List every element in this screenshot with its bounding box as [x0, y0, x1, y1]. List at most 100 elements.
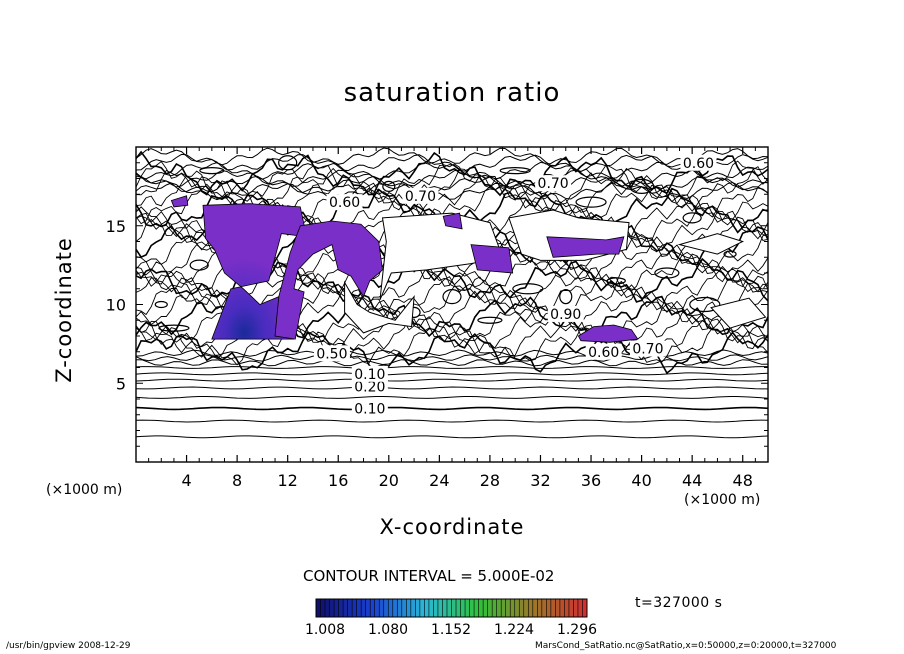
contour-ring: [499, 167, 531, 175]
contour-line: [136, 175, 768, 194]
colorbar-cell: [528, 599, 534, 617]
y-axis-label: Z-coordinate: [52, 237, 76, 383]
supersaturated-region: [546, 236, 625, 258]
colorbar-cell: [474, 599, 479, 617]
colorbar-cell: [541, 599, 547, 617]
time-label: t=327000 s: [635, 595, 723, 611]
colorbar-cell: [361, 599, 366, 617]
colorbar-cell: [510, 599, 516, 617]
colorbar-cell: [446, 599, 452, 617]
x-axis-label: X-coordinate: [379, 515, 525, 539]
x-tick-label: 20: [379, 471, 399, 490]
clear-region: [677, 233, 745, 255]
contour-label-bg: [680, 154, 717, 171]
contour-ring: [189, 259, 209, 271]
x-tick-label: 4: [181, 471, 191, 490]
colorbar-cell: [555, 599, 561, 617]
y-tick-label: 10: [106, 296, 126, 315]
contour-label: 0.10: [354, 401, 385, 417]
contour-line: [136, 330, 768, 375]
contour-label-bg: [351, 378, 388, 395]
colorbar-cell: [338, 599, 344, 617]
colorbar-cell: [582, 599, 588, 617]
colorbar-cell: [325, 599, 330, 617]
colorbar-cell: [419, 599, 425, 617]
contour-ring: [382, 180, 396, 192]
colorbar-cell: [577, 599, 583, 617]
contour-line: [136, 153, 768, 172]
colorbar-cell: [478, 599, 484, 617]
supersaturated-region: [170, 195, 189, 208]
colorbar-cell: [501, 599, 506, 617]
contour-label: 0.20: [354, 379, 385, 395]
colorbar-cell: [505, 599, 511, 617]
colorbar-cell: [392, 599, 398, 617]
contour-label: 0.60: [329, 195, 360, 211]
colorbar-cell: [564, 599, 570, 617]
contour-label: 0.60: [683, 156, 714, 172]
colorbar-cell: [437, 599, 443, 617]
contour-line: [136, 372, 768, 376]
colorbar-cell: [532, 599, 538, 617]
contour-label-bg: [585, 343, 622, 360]
colorbar-tick-label: 1.152: [430, 622, 472, 638]
colorbar-cell: [343, 599, 348, 617]
colorbar-cell: [546, 599, 552, 617]
colorbar-cell: [460, 599, 466, 617]
x-tick-label: 40: [631, 471, 651, 490]
colorbar-cell: [568, 599, 574, 617]
contour-label-bg: [326, 194, 363, 211]
colorbar-cell: [559, 599, 565, 617]
colorbar-cell: [329, 599, 335, 617]
y-tick-label: 5: [116, 374, 126, 393]
colorbar-cell: [496, 599, 502, 617]
contour-ring: [199, 167, 225, 175]
contour-label: 0.90: [550, 307, 581, 323]
supersaturated-region: [577, 324, 639, 343]
colorbar-cell: [410, 599, 416, 617]
contour-line: [136, 386, 768, 390]
contour-label: 0.10: [354, 367, 385, 383]
contour-ring: [512, 283, 544, 295]
contour-label: 0.70: [632, 342, 663, 358]
colorbar-cell: [379, 599, 385, 617]
colorbar-cell: [487, 599, 493, 617]
chart-title: saturation ratio: [343, 78, 561, 108]
x-tick-label: 36: [581, 471, 601, 490]
colorbar-cell: [320, 599, 326, 617]
x-tick-label: 24: [429, 471, 449, 490]
x-tick-label: 28: [480, 471, 500, 490]
contour-line: [136, 378, 768, 382]
x-tick-label: 32: [530, 471, 550, 490]
x-unit-left: (×1000 m): [46, 482, 123, 498]
colorbar-cell: [537, 599, 543, 617]
colorbar-cell: [401, 599, 407, 617]
contour-ring: [154, 300, 168, 309]
colorbar-cell: [451, 599, 457, 617]
contour-label-bg: [351, 365, 388, 382]
contour-label-bg: [402, 187, 439, 204]
plot-area: 0.100.200.100.50 0.60 0.700.900.60 0.700.70…: [136, 147, 768, 439]
colorbar-cell: [356, 599, 362, 617]
colorbar-cell: [433, 599, 439, 617]
colorbar-cell: [334, 599, 339, 617]
contour-line: [136, 169, 768, 188]
colorbar-cell: [397, 599, 403, 617]
contour-line: [136, 181, 768, 201]
colorbar-cell: [523, 599, 529, 617]
colorbar-cell: [374, 599, 380, 617]
contour-line: [136, 396, 768, 399]
colorbar-cell: [316, 599, 321, 617]
supersaturated-region: [470, 244, 514, 274]
colorbar-cell: [442, 599, 448, 617]
colorbar-cell: [388, 599, 394, 617]
colorbar-cell: [456, 599, 461, 617]
colorbar-cell: [492, 599, 497, 617]
colorbar-frame: [315, 598, 588, 618]
contour-ring: [723, 250, 737, 258]
supersaturated-region: [442, 212, 463, 230]
colorbar-cell: [428, 599, 434, 617]
contour-label: 0.50: [316, 346, 347, 362]
contour-label-bg: [629, 340, 666, 357]
